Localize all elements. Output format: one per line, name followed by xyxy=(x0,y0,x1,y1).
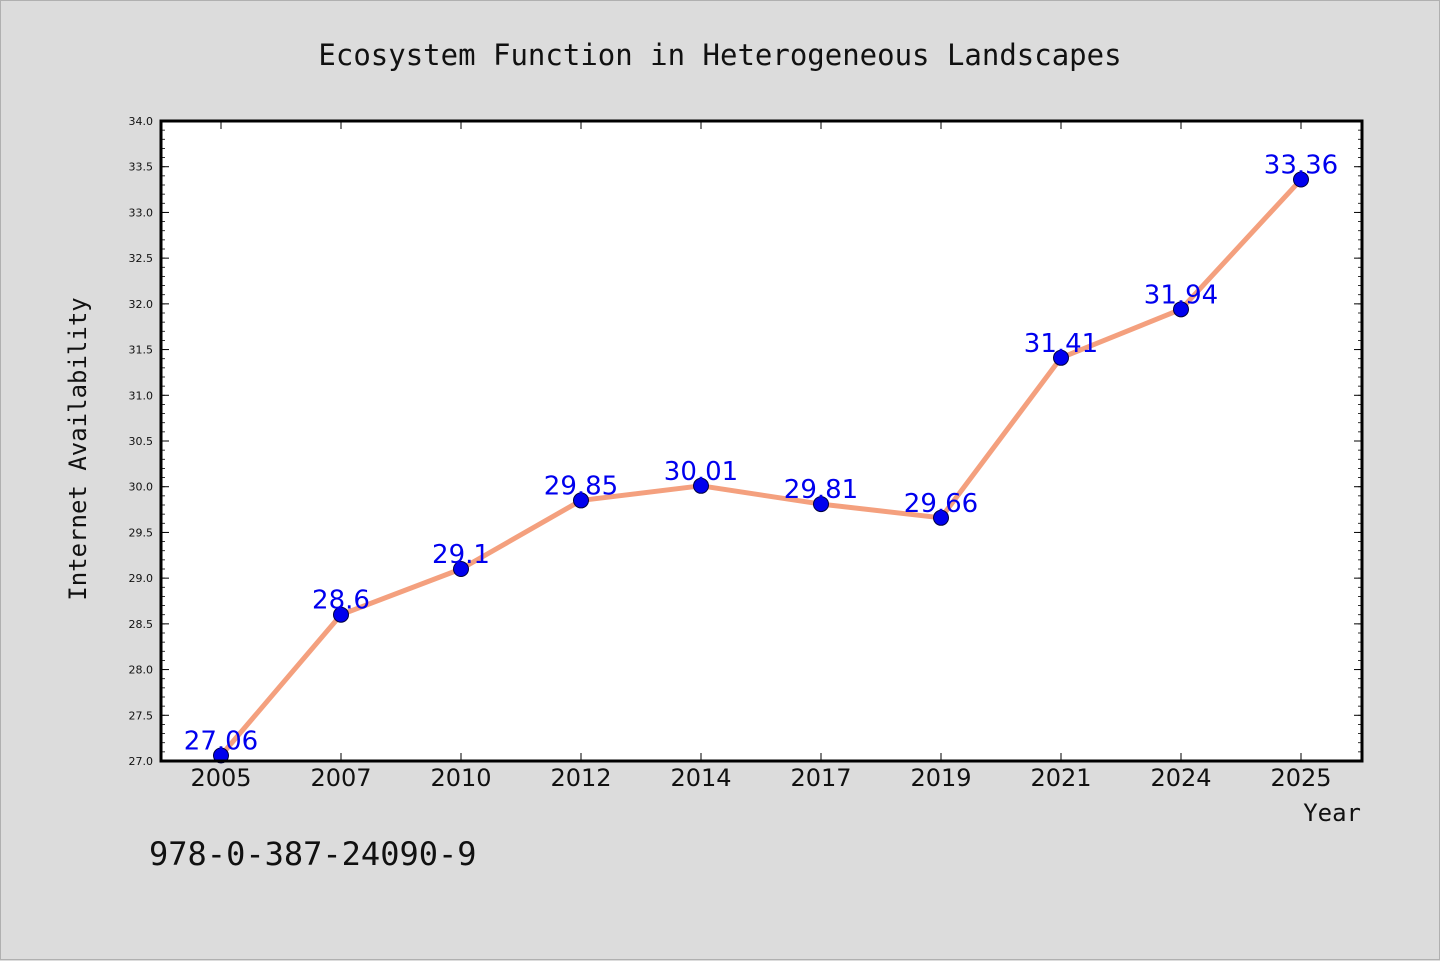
data-label: 31.94 xyxy=(1144,280,1218,310)
y-tick-label: 27.0 xyxy=(129,755,154,768)
y-tick-label: 32.0 xyxy=(129,298,154,311)
x-tick-label: 2010 xyxy=(430,764,491,792)
x-tick-label: 2012 xyxy=(550,764,611,792)
x-tick-label: 2007 xyxy=(310,764,371,792)
data-label: 33.36 xyxy=(1264,151,1338,181)
data-point xyxy=(1173,301,1189,318)
y-tick-label: 30.0 xyxy=(129,481,154,494)
data-label: 28.6 xyxy=(312,586,370,616)
chart-title: Ecosystem Function in Heterogeneous Land… xyxy=(318,38,1121,72)
data-label: 29.1 xyxy=(432,540,490,570)
x-tick-label: 2017 xyxy=(790,764,851,792)
x-axis: 2005 2007 2010 2012 2014 2017 2019 2021 2024 2025 xyxy=(190,121,1332,792)
data-label: 29.81 xyxy=(784,475,858,505)
y-tick-label: 32.5 xyxy=(129,252,154,265)
x-tick-label: 2024 xyxy=(1150,764,1211,792)
y-tick-label: 33.0 xyxy=(129,206,154,219)
y-tick-label: 31.5 xyxy=(129,344,154,357)
data-point xyxy=(813,496,829,513)
x-tick-label: 2005 xyxy=(190,764,251,792)
y-tick-label: 27.5 xyxy=(129,709,154,722)
x-tick-label: 2014 xyxy=(670,764,731,792)
y-axis-label: Internet Availability xyxy=(64,297,92,600)
data-point xyxy=(453,561,469,577)
data-label: 30.01 xyxy=(664,457,738,487)
data-point xyxy=(1053,349,1069,366)
x-tick-label: 2021 xyxy=(1030,764,1091,792)
data-point xyxy=(213,747,229,764)
y-tick-label: 28.5 xyxy=(129,618,154,631)
data-label: 27.06 xyxy=(184,727,258,757)
x-tick-label: 2019 xyxy=(910,764,971,792)
series-line xyxy=(219,177,1303,758)
data-label: 31.41 xyxy=(1024,329,1098,359)
data-label: 29.66 xyxy=(904,489,978,519)
x-tick-label: 2025 xyxy=(1270,764,1331,792)
y-tick-label: 28.0 xyxy=(129,664,154,677)
data-point xyxy=(1293,171,1309,188)
y-tick-label: 29.5 xyxy=(129,526,154,539)
y-tick-label: 31.0 xyxy=(129,389,154,402)
series-layer: 27.06 28.6 29.1 29.85 30.01 29.81 29.66 31.41 31… xyxy=(184,151,1338,764)
y-tick-label: 34.0 xyxy=(129,115,154,128)
y-tick-label: 29.0 xyxy=(129,572,154,585)
isbn-annotation: 978-0-387-24090-9 xyxy=(149,835,477,873)
y-tick-label: 30.5 xyxy=(129,435,154,448)
data-point xyxy=(573,492,589,509)
data-point xyxy=(933,509,949,526)
y-axis: 27.0 27.5 28.0 28.5 29.0 29.5 30.0 30.5 31.0 31.5… xyxy=(129,115,1362,768)
plot-area xyxy=(161,121,1362,761)
plot-border xyxy=(159,119,1364,763)
data-point xyxy=(693,477,709,494)
data-label: 29.85 xyxy=(544,471,618,501)
y-tick-label: 33.5 xyxy=(129,161,154,174)
data-point xyxy=(333,606,349,623)
x-axis-label: Year xyxy=(1303,799,1361,827)
